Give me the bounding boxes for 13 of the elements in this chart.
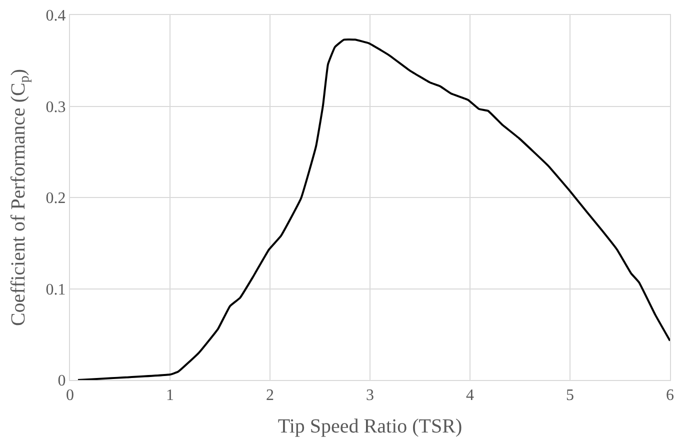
y-tick-label: 0.2 (46, 190, 66, 208)
x-axis-title: Tip Speed Ratio (TSR) (278, 416, 462, 438)
x-tick-label: 5 (566, 387, 574, 404)
x-tick-label: 4 (466, 387, 474, 404)
y-tick-label: 0.4 (46, 8, 66, 25)
line-series (77, 38, 670, 380)
x-tick-label: 6 (666, 387, 674, 404)
x-tick-label: 1 (166, 387, 174, 404)
y-tick-label: 0 (58, 372, 66, 390)
y-tick-label: 0.3 (46, 98, 66, 116)
y-tick-label: 0.1 (46, 281, 66, 298)
x-tick-label: 2 (266, 387, 274, 404)
x-tick-label: 3 (366, 387, 374, 404)
